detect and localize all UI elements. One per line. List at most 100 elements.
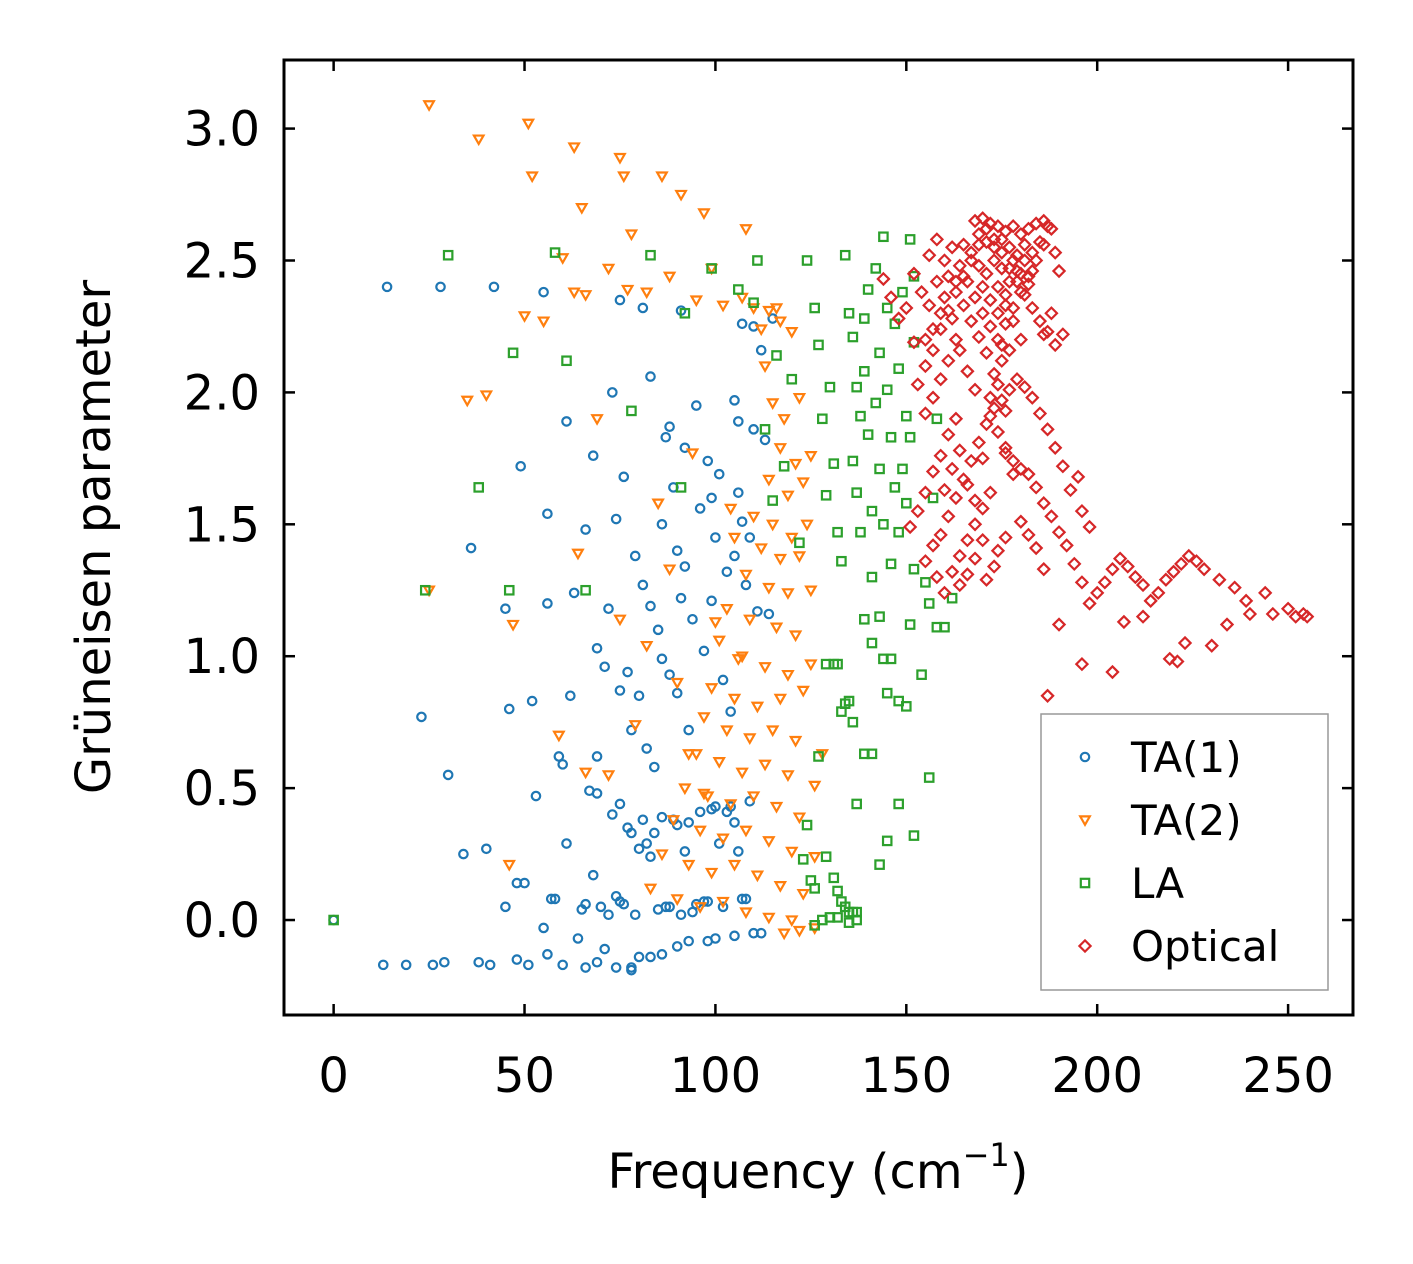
data-point [910,377,925,392]
plot-frame [282,58,1355,1017]
data-point [990,543,1006,558]
data-point [983,292,998,308]
data-point [557,759,569,770]
data-point [920,577,931,588]
data-point [721,566,733,578]
data-point [687,613,698,625]
data-point [739,569,753,582]
data-point [525,171,539,184]
data-point [946,592,958,604]
data-point [523,959,534,971]
data-point [624,229,639,242]
data-point [617,171,631,184]
data-point [785,915,799,928]
data-point [1021,221,1036,236]
y-tick-label: 0.5 [184,761,260,817]
data-point [645,371,656,382]
data-point [733,846,744,857]
data-point [773,693,788,706]
data-point [587,869,599,881]
data-point [876,271,891,287]
data-point [998,403,1013,419]
y-axis-label: Grüneisen parameter [66,280,122,795]
data-point [652,624,664,636]
data-point [683,724,694,736]
data-point [758,759,772,772]
data-point [442,769,454,781]
data-point [536,316,551,329]
data-point [807,852,822,864]
data-point [694,806,706,818]
x-tick-label: 100 [670,1048,762,1104]
data-point [923,598,935,609]
data-point [1025,245,1040,260]
data-point [941,509,956,524]
data-point [979,266,994,281]
data-point [855,410,866,422]
data-point [637,814,649,826]
data-point [893,798,904,810]
data-point [836,555,847,567]
data-point [1036,496,1051,511]
data-point [1051,263,1067,279]
data-point [458,848,469,860]
data-point [948,284,964,300]
data-point [960,567,975,582]
data-point [960,477,975,492]
data-point [941,427,956,442]
data-point [933,448,948,463]
data-point [1227,580,1242,595]
data-point [773,443,788,455]
data-point [910,503,925,519]
data-point [975,501,990,516]
data-point [697,712,711,724]
data-point [599,943,610,955]
data-point [847,455,859,467]
data-point [675,592,687,604]
data-point [828,458,840,469]
data-point [704,683,719,695]
data-point [479,390,494,403]
data-point [591,643,603,654]
data-point [847,716,859,728]
data-point [836,706,847,717]
data-point [870,263,882,274]
data-point [1170,654,1185,669]
data-point [697,208,711,221]
data-point [944,461,960,477]
data-point [1006,253,1021,268]
data-point [694,503,706,514]
data-point [975,279,990,295]
data-point [941,353,956,368]
data-point [979,221,994,236]
data-point [1051,525,1067,540]
data-point [1006,219,1021,234]
data-point [1105,664,1120,680]
y-tick-label: 3.0 [184,102,260,158]
data-point [878,519,889,530]
data-point [545,893,557,905]
data-point [925,464,941,479]
data-point [960,274,975,289]
data-point [1006,467,1021,482]
data-point [769,622,784,635]
data-point [914,284,929,300]
data-point [897,286,908,298]
data-point [613,614,627,627]
data-point [794,537,805,549]
data-point [679,307,691,319]
data-point [697,788,711,801]
data-point [901,410,912,422]
data-point [1021,527,1036,543]
data-point [1017,253,1032,268]
data-point [710,532,721,543]
data-point [925,343,941,358]
data-point [1219,617,1235,632]
series-ta-2 [422,100,830,941]
data-point [500,901,511,913]
data-point [801,255,813,266]
data-point [521,118,536,131]
data-point [645,600,656,612]
data-point [731,654,746,666]
